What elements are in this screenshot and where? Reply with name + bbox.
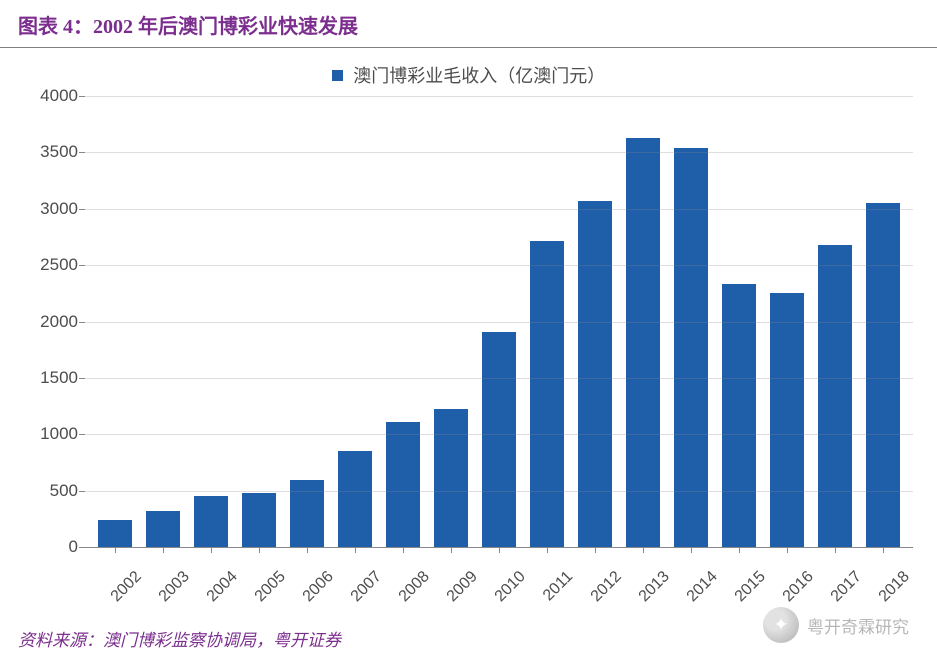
bar	[482, 332, 516, 547]
bar	[386, 422, 420, 547]
gridline	[85, 209, 913, 210]
gridline	[85, 265, 913, 266]
y-axis-label: 4000	[23, 86, 78, 106]
y-axis-tick	[79, 96, 85, 97]
bar	[770, 293, 804, 547]
bar	[866, 203, 900, 547]
y-axis-tick	[79, 378, 85, 379]
x-axis-tick	[787, 547, 788, 553]
watermark-text: 粤开奇霖研究	[807, 613, 909, 638]
y-axis-label: 3000	[23, 199, 78, 219]
gridline	[85, 491, 913, 492]
y-axis-tick	[79, 152, 85, 153]
gridline	[85, 152, 913, 153]
legend-swatch	[332, 70, 343, 81]
y-axis-tick	[79, 322, 85, 323]
y-axis-label: 2000	[23, 312, 78, 332]
y-axis-tick	[79, 547, 85, 548]
x-axis-tick	[883, 547, 884, 553]
x-axis-tick	[163, 547, 164, 553]
watermark-icon: ✦	[763, 607, 799, 643]
y-axis-tick	[79, 265, 85, 266]
x-axis-tick	[211, 547, 212, 553]
gridline	[85, 322, 913, 323]
y-axis-tick	[79, 491, 85, 492]
x-axis-tick	[307, 547, 308, 553]
source-caption: 资料来源：澳门博彩监察协调局，粤开证券	[18, 626, 341, 651]
x-axis-tick	[451, 547, 452, 553]
y-axis-tick	[79, 209, 85, 210]
x-axis-tick	[259, 547, 260, 553]
gridline	[85, 434, 913, 435]
x-axis-tick	[403, 547, 404, 553]
x-axis-labels: 2002200320042005200620072008200920102011…	[85, 556, 913, 584]
y-axis-label: 3500	[23, 142, 78, 162]
bar	[98, 520, 132, 547]
gridline	[85, 378, 913, 379]
x-axis-tick	[547, 547, 548, 553]
bar	[626, 138, 660, 547]
y-axis-label: 1500	[23, 368, 78, 388]
y-axis-label: 1000	[23, 424, 78, 444]
y-axis-tick	[79, 434, 85, 435]
y-axis-label: 0	[23, 537, 78, 557]
x-axis-label: 2018	[876, 568, 914, 606]
plot-region: 05001000150020002500300035004000	[85, 96, 913, 548]
x-axis-tick	[739, 547, 740, 553]
bar	[722, 284, 756, 547]
y-axis-label: 2500	[23, 255, 78, 275]
x-axis-tick	[115, 547, 116, 553]
x-axis-tick	[595, 547, 596, 553]
bar	[530, 241, 564, 547]
bar	[242, 493, 276, 547]
bar	[674, 148, 708, 547]
x-axis-tick	[499, 547, 500, 553]
gridline	[85, 96, 913, 97]
bar	[146, 511, 180, 547]
bar	[578, 201, 612, 547]
x-axis-tick	[835, 547, 836, 553]
bar	[338, 451, 372, 547]
y-axis-label: 500	[23, 481, 78, 501]
legend-label: 澳门博彩业毛收入（亿澳门元）	[353, 66, 605, 86]
chart-legend: 澳门博彩业毛收入（亿澳门元）	[0, 48, 937, 96]
chart-area: 05001000150020002500300035004000 2002200…	[85, 96, 913, 576]
x-axis-tick	[691, 547, 692, 553]
bar	[434, 409, 468, 547]
bar	[818, 245, 852, 547]
bar	[194, 496, 228, 547]
watermark: ✦ 粤开奇霖研究	[763, 607, 909, 643]
figure-title: 图表 4：2002 年后澳门博彩业快速发展	[18, 16, 358, 38]
x-axis-tick	[355, 547, 356, 553]
x-axis-tick	[643, 547, 644, 553]
